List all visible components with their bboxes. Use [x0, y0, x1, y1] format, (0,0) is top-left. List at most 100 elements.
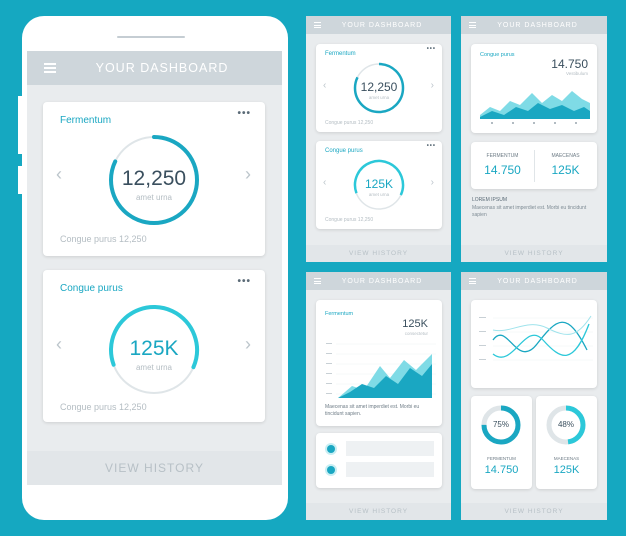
card-label: Fermentum — [60, 115, 112, 126]
chevron-right-icon[interactable]: › — [245, 164, 251, 184]
menu-icon[interactable] — [44, 63, 56, 73]
phone-side-button — [18, 96, 22, 154]
donut-value: 14.750 — [484, 464, 519, 476]
donut-percent: 48% — [557, 420, 574, 429]
view-history-button[interactable]: VIEW HISTORY — [461, 245, 607, 262]
chart-value: 14.750 — [551, 57, 588, 71]
dashboard-title: YOUR DASHBOARD — [341, 277, 423, 285]
view-history-button[interactable]: VIEW HISTORY — [306, 245, 451, 262]
card-footer: Congue purus 12,250 — [325, 217, 374, 223]
list-card — [316, 433, 442, 488]
donut-card: 48% MAECENAS 125K — [536, 396, 597, 489]
top-bar: YOUR DASHBOARD — [306, 272, 451, 290]
chevron-left-icon[interactable]: ‹ — [323, 177, 327, 188]
card-footer: Congue purus 12,250 — [60, 402, 147, 412]
list-bullet-icon — [327, 466, 335, 474]
stat-label: MAECENAS — [551, 153, 580, 159]
top-bar: YOUR DASHBOARD — [461, 16, 607, 34]
divider — [534, 150, 535, 182]
dashboard-title: YOUR DASHBOARD — [497, 277, 578, 285]
donut-chart — [481, 405, 521, 445]
progress-ring — [353, 62, 405, 114]
donut-fill — [481, 405, 521, 445]
chevron-left-icon[interactable]: ‹ — [323, 80, 327, 91]
more-icon[interactable]: ••• — [426, 143, 436, 149]
lorem-text: Maecenas sit amet imperdiet est. Morbi e… — [472, 205, 587, 218]
card-footer: Congue purus 12,250 — [325, 120, 374, 126]
donut-label: FERMENTUM — [487, 456, 516, 461]
chart-text: Maecenas sit amet imperdiet est. Morbi e… — [325, 404, 420, 417]
metric-sub: amet urna — [368, 192, 390, 197]
chevron-right-icon[interactable]: › — [430, 80, 434, 91]
list-item[interactable] — [346, 462, 434, 477]
metric-card: Congue purus ••• 125K amet urna ‹ › Cong… — [316, 141, 442, 229]
view-history-button[interactable]: VIEW HISTORY — [27, 451, 282, 485]
more-icon[interactable]: ••• — [237, 276, 251, 287]
donut-value: 125K — [553, 464, 580, 476]
card-label: Congue purus — [60, 283, 123, 294]
metric-card: Fermentum ••• 12,250 amet urna ‹ › Congu… — [316, 44, 442, 132]
metric-value: 12,250 — [360, 80, 398, 94]
card-label: Congue purus — [325, 148, 363, 154]
progress-ring — [109, 135, 199, 225]
dashboard-title: YOUR DASHBOARD — [95, 61, 229, 75]
area-chart — [326, 343, 436, 398]
chevron-right-icon[interactable]: › — [430, 177, 434, 188]
more-icon[interactable]: ••• — [237, 108, 251, 119]
metric-card: Fermentum ••• 12,250 amet urna ‹ › Congu… — [43, 102, 265, 256]
top-bar: YOUR DASHBOARD — [306, 16, 451, 34]
metric-sub: amet urna — [368, 95, 390, 100]
lorem-title: LOREM IPSUM — [472, 197, 508, 203]
progress-ring-fill — [109, 135, 199, 225]
area-chart-card: Congue purus 14.750 Vestibulum — [471, 44, 597, 133]
screen-mini-4: YOUR DASHBOARD 75% FERMENTUM 14.750 48% … — [461, 272, 607, 520]
top-bar: YOUR DASHBOARD — [27, 51, 282, 85]
progress-ring — [109, 305, 199, 395]
donut-label: MAECENAS — [553, 456, 580, 461]
metric-value: 12,250 — [121, 167, 187, 190]
stat-label: FERMENTUM — [486, 153, 519, 159]
metric-card: Congue purus ••• 125K amet urna ‹ › Cong… — [43, 270, 265, 422]
list-bullet-icon — [327, 445, 335, 453]
menu-icon[interactable] — [314, 22, 321, 28]
stat-value: 125K — [551, 163, 580, 177]
view-history-button[interactable]: VIEW HISTORY — [306, 503, 451, 520]
menu-icon[interactable] — [469, 22, 476, 28]
chart-sub: consectetur — [404, 331, 428, 336]
metric-value: 125K — [364, 177, 394, 191]
donut-percent: 75% — [492, 420, 509, 429]
top-bar: YOUR DASHBOARD — [461, 272, 607, 290]
menu-icon[interactable] — [469, 278, 476, 284]
phone-screen: YOUR DASHBOARD Fermentum ••• 12,250 amet… — [27, 51, 282, 485]
line-chart — [479, 315, 593, 361]
chart-label: Congue purus — [480, 52, 515, 58]
more-icon[interactable]: ••• — [426, 46, 436, 52]
screen-mini-2: YOUR DASHBOARD Congue purus 14.750 Vesti… — [461, 16, 607, 262]
metric-value: 125K — [129, 337, 179, 360]
chart-sub: Vestibulum — [565, 71, 588, 76]
chart-label: Fermentum — [325, 311, 354, 317]
donut-fill — [546, 405, 586, 445]
progress-ring-fill — [109, 305, 199, 395]
stats-card: FERMENTUM 14.750 MAECENAS 125K — [471, 142, 597, 189]
screen-mini-3: YOUR DASHBOARD Fermentum 125K consectetu… — [306, 272, 451, 520]
line-chart-card — [471, 300, 597, 388]
phone-speaker — [117, 36, 185, 38]
donut-card: 75% FERMENTUM 14.750 — [471, 396, 532, 489]
donut-chart — [546, 405, 586, 445]
dashboard-title: YOUR DASHBOARD — [497, 21, 578, 29]
phone-side-button — [18, 166, 22, 194]
list-item[interactable] — [346, 441, 434, 456]
chart-value: 125K — [402, 318, 428, 330]
chevron-left-icon[interactable]: ‹ — [56, 164, 62, 184]
screen-mini-1: YOUR DASHBOARD Fermentum ••• 12,250 amet… — [306, 16, 451, 262]
area-chart — [480, 91, 590, 124]
chevron-right-icon[interactable]: › — [245, 334, 251, 354]
chevron-left-icon[interactable]: ‹ — [56, 334, 62, 354]
metric-sub: amet urna — [135, 193, 173, 202]
card-footer: Congue purus 12,250 — [60, 234, 147, 244]
view-history-button[interactable]: VIEW HISTORY — [461, 503, 607, 520]
menu-icon[interactable] — [314, 278, 321, 284]
area-chart-card: Fermentum 125K consectetur Maecenas sit … — [316, 300, 442, 426]
dashboard-title: YOUR DASHBOARD — [341, 21, 423, 29]
